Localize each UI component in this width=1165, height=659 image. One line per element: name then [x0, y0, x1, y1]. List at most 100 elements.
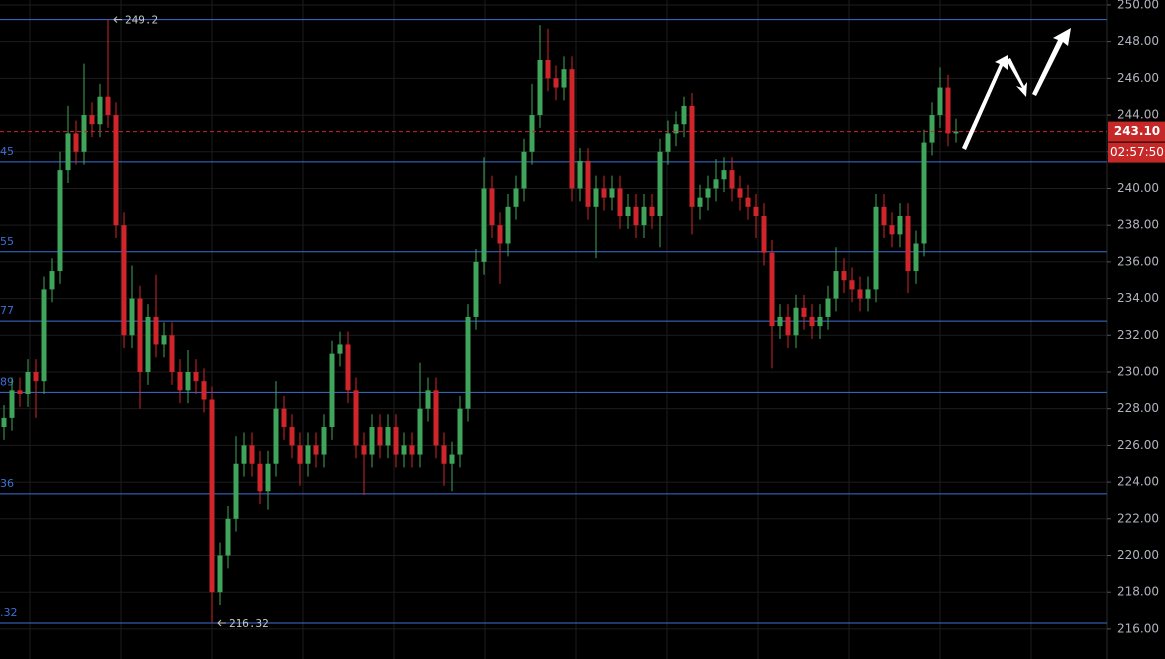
candle-body	[561, 69, 567, 88]
candle-body	[57, 170, 63, 272]
candle-body	[241, 445, 247, 464]
candle-body	[489, 188, 495, 226]
candle-body	[17, 390, 23, 395]
candle-body	[801, 307, 807, 317]
arrow-shape	[1006, 58, 1027, 97]
marker-arrow	[217, 619, 226, 627]
candle-body	[161, 335, 167, 345]
candle-body	[497, 225, 503, 244]
candle-body	[121, 225, 127, 336]
y-tick-label: 222.00	[1117, 511, 1159, 525]
candle-body	[65, 133, 71, 171]
marker-label: 216.32	[229, 617, 269, 630]
candle-body	[249, 445, 255, 464]
candle-body	[761, 215, 767, 253]
level-edge-label: 55	[0, 235, 14, 248]
candle-body	[305, 445, 311, 464]
candle-body	[297, 445, 303, 464]
y-tick-label: 236.00	[1117, 254, 1159, 268]
candle-body	[281, 408, 287, 428]
candle-body	[569, 69, 575, 189]
candle-body	[609, 188, 615, 198]
level-edge-label: 77	[0, 304, 14, 317]
y-tick-label: 224.00	[1117, 475, 1159, 489]
candle-body	[705, 188, 711, 198]
candle-body	[945, 87, 951, 134]
candle-body	[193, 371, 199, 382]
candle-body	[657, 151, 663, 216]
candle-body	[97, 96, 103, 125]
candle-body	[265, 463, 271, 492]
candle-body	[601, 188, 607, 198]
last-price-label: 243.10	[1114, 124, 1160, 138]
candle-body	[465, 316, 471, 409]
candle-body	[553, 78, 559, 88]
candle-body	[105, 96, 111, 116]
last-price-box	[1108, 121, 1165, 142]
candle-body	[889, 225, 895, 235]
y-tick-label: 226.00	[1117, 438, 1159, 452]
candle-body	[921, 142, 927, 244]
candle-body	[329, 353, 335, 428]
candle-body	[577, 160, 583, 189]
candle-body	[273, 408, 279, 464]
level-edge-label: 45	[0, 145, 14, 158]
candle-body	[905, 215, 911, 272]
candle-body	[25, 371, 31, 395]
candle-body	[593, 188, 599, 207]
marker-arrow	[113, 16, 122, 23]
candle-body	[9, 390, 15, 418]
candle-body	[321, 427, 327, 455]
candle-body	[881, 206, 887, 226]
candle-body	[337, 344, 343, 354]
candle-body	[401, 445, 407, 455]
candle-body	[177, 371, 183, 391]
candle-body	[185, 371, 191, 391]
candle-body	[833, 271, 839, 299]
y-tick-label: 234.00	[1117, 291, 1159, 305]
level-edge-label: 89	[0, 375, 14, 388]
candle-body	[625, 206, 631, 216]
candle-body	[73, 133, 79, 152]
candle-body	[649, 206, 655, 216]
candle-body	[793, 307, 799, 336]
marker-label: 249.2	[125, 14, 158, 27]
candle-body	[457, 408, 463, 455]
y-tick-label: 238.00	[1117, 218, 1159, 232]
candle-body	[33, 371, 39, 382]
candle-body	[473, 261, 479, 317]
candle-body	[809, 316, 815, 327]
candle-body	[481, 188, 487, 262]
candle-body	[937, 87, 943, 116]
y-tick-label: 246.00	[1117, 71, 1159, 85]
candle-body	[665, 133, 671, 152]
candle-body	[137, 298, 143, 372]
candle-body	[825, 298, 831, 317]
candle-body	[537, 60, 543, 116]
countdown-box	[1108, 142, 1165, 163]
candle-body	[169, 335, 175, 372]
candle-body	[857, 289, 863, 299]
candle-body	[225, 518, 231, 556]
candle-body	[681, 105, 687, 125]
candle-body	[257, 463, 263, 492]
candle-body	[353, 390, 359, 446]
candle-body	[769, 252, 775, 327]
candle-body	[217, 555, 223, 593]
candle-body	[433, 390, 439, 446]
candle-body	[129, 298, 135, 336]
level-edge-label: .32	[0, 606, 18, 619]
candle-body	[113, 115, 119, 226]
level-edge-label: 36	[0, 477, 14, 490]
candle-body	[913, 243, 919, 272]
y-tick-label: 218.00	[1117, 585, 1159, 599]
candle-body	[393, 427, 399, 455]
candle-body	[81, 115, 87, 152]
candle-body	[385, 427, 391, 446]
arrow-shape	[962, 55, 1008, 150]
candle-body	[201, 381, 207, 400]
y-tick-label: 228.00	[1117, 401, 1159, 415]
